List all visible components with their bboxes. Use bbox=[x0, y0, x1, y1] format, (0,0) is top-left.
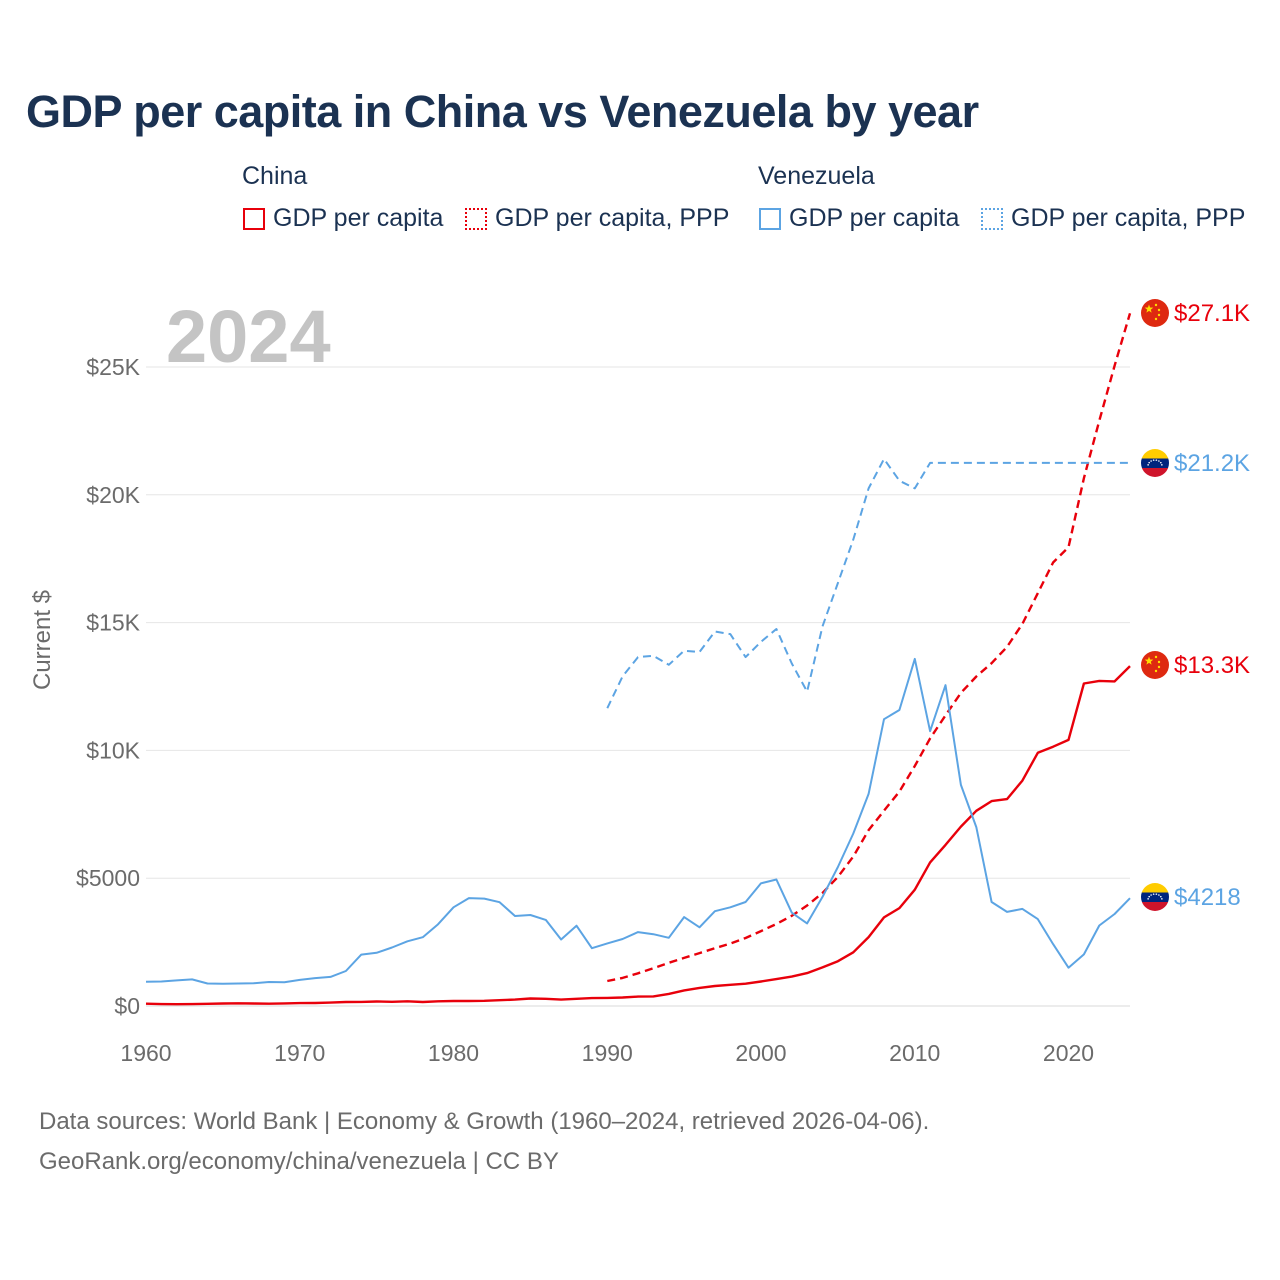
flag-small-star bbox=[1152, 459, 1155, 461]
legend-swatch-dotted-red bbox=[465, 207, 487, 230]
venezuela-flag-icon bbox=[1141, 449, 1169, 477]
flag-band-yellow bbox=[1141, 883, 1169, 893]
x-tick-label: 2010 bbox=[889, 1040, 940, 1066]
end-marker-ven_ppp bbox=[1141, 449, 1169, 477]
end-label-china_gdp: $13.3K bbox=[1174, 652, 1250, 679]
legend-label: GDP per capita, PPP bbox=[1011, 204, 1246, 232]
flag-small-star bbox=[1155, 893, 1158, 895]
end-label-china_ppp: $27.1K bbox=[1174, 300, 1250, 327]
flag-small-star bbox=[1154, 669, 1158, 673]
flag-small-star bbox=[1155, 459, 1158, 461]
flag-small-star bbox=[1157, 308, 1161, 312]
legend-swatch-solid-red bbox=[243, 207, 265, 230]
flag-small-star bbox=[1157, 660, 1161, 664]
legend-swatch-dotted-blue bbox=[981, 207, 1003, 230]
flag-small-star bbox=[1154, 655, 1158, 659]
footer-sources: Data sources: World Bank | Economy & Gro… bbox=[39, 1108, 930, 1135]
x-tick-label: 2000 bbox=[735, 1040, 786, 1066]
legend-label: GDP per capita bbox=[273, 204, 444, 232]
series-line-ven_gdp bbox=[145, 657, 1131, 985]
legend-china-title: China bbox=[242, 162, 308, 190]
flag-small-star bbox=[1157, 313, 1161, 317]
flag-small-star bbox=[1150, 894, 1152, 896]
flag-star bbox=[1144, 304, 1154, 313]
flag-small-star bbox=[1148, 895, 1150, 898]
legend-china-ppp[interactable]: GDP per capita, PPP bbox=[465, 204, 729, 233]
flag-small-star bbox=[1150, 460, 1152, 462]
y-axis-label: Current $ bbox=[29, 590, 56, 690]
end-label-ven_ppp: $21.2K bbox=[1174, 450, 1250, 477]
end-marker-ven_gdp bbox=[1141, 883, 1169, 911]
end-label-ven_gdp: $4218 bbox=[1174, 884, 1241, 911]
flag-star bbox=[1144, 656, 1154, 665]
flag-small-star bbox=[1148, 461, 1150, 464]
legend-china-gdp[interactable]: GDP per capita bbox=[243, 204, 443, 233]
y-tick-label: $20K bbox=[86, 482, 140, 508]
flag-small-star bbox=[1160, 461, 1162, 464]
x-tick-label: 1980 bbox=[428, 1040, 479, 1066]
flag-small-star bbox=[1157, 665, 1161, 669]
legend-label: GDP per capita bbox=[789, 204, 960, 232]
flag-small-star bbox=[1160, 895, 1162, 898]
flag-small-star bbox=[1147, 898, 1149, 900]
y-tick-label: $10K bbox=[86, 737, 140, 763]
flag-band-red bbox=[1141, 468, 1169, 477]
x-tick-label: 1970 bbox=[274, 1040, 325, 1066]
legend-venezuela-title: Venezuela bbox=[758, 162, 875, 190]
x-tick-label: 1990 bbox=[582, 1040, 633, 1066]
end-marker-china_gdp bbox=[1141, 651, 1169, 679]
page-title: GDP per capita in China vs Venezuela by … bbox=[26, 86, 979, 137]
legend-venezuela-ppp[interactable]: GDP per capita, PPP bbox=[981, 204, 1245, 233]
flag-small-star bbox=[1161, 898, 1163, 900]
flag-band-red bbox=[1141, 902, 1169, 911]
flag-small-star bbox=[1152, 893, 1155, 895]
series-line-ven_ppp bbox=[606, 458, 1130, 709]
flag-band-yellow bbox=[1141, 449, 1169, 459]
china-flag-icon bbox=[1141, 299, 1169, 327]
venezuela-flag-icon bbox=[1141, 883, 1169, 911]
flag-small-star bbox=[1154, 303, 1158, 307]
legend-label: GDP per capita, PPP bbox=[495, 204, 730, 232]
end-marker-china_ppp bbox=[1141, 299, 1169, 327]
flag-band-blue bbox=[1141, 892, 1169, 902]
x-tick-label: 2020 bbox=[1043, 1040, 1094, 1066]
flag-small-star bbox=[1158, 894, 1160, 896]
china-flag-icon bbox=[1141, 651, 1169, 679]
flag-small-star bbox=[1147, 464, 1149, 466]
series-line-china_gdp bbox=[145, 665, 1131, 1006]
y-tick-label: $0 bbox=[114, 993, 140, 1019]
legend-swatch-solid-blue bbox=[759, 207, 781, 230]
y-tick-label: $15K bbox=[86, 610, 140, 636]
footer-attribution: GeoRank.org/economy/china/venezuela | CC… bbox=[39, 1148, 559, 1175]
flag-small-star bbox=[1154, 317, 1158, 321]
series-line-china_ppp bbox=[607, 312, 1132, 983]
y-tick-label: $25K bbox=[86, 354, 140, 380]
legend-venezuela-gdp[interactable]: GDP per capita bbox=[759, 204, 959, 233]
flag-band-blue bbox=[1141, 458, 1169, 468]
flag-small-star bbox=[1161, 464, 1163, 466]
year-overlay: 2024 bbox=[166, 295, 331, 378]
y-tick-label: $5000 bbox=[76, 865, 140, 891]
flag-small-star bbox=[1158, 460, 1160, 462]
x-tick-label: 1960 bbox=[120, 1040, 171, 1066]
